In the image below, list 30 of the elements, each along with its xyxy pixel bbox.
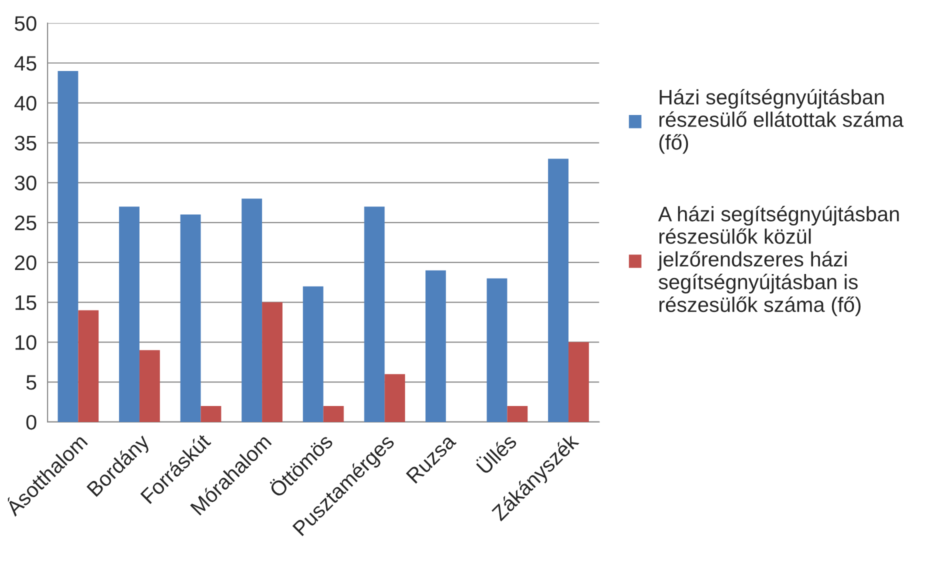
y-tick-label: 20 <box>15 255 36 270</box>
bar <box>78 310 99 422</box>
legend-label: A házi segítségnyújtásban részesülők közül jelzőrendszeres házi segítségnyújtásban is részesülők száma (fő) <box>658 206 899 316</box>
legend-label: Házi segítségnyújtásban részesülő ellátottak száma (fő) <box>659 88 904 154</box>
bar <box>323 406 344 422</box>
bar <box>425 270 446 422</box>
bar <box>119 206 140 422</box>
y-tick-label: 35 <box>14 136 36 151</box>
bar <box>568 342 589 422</box>
y-tick-label: 10 <box>16 335 36 350</box>
y-tick-label: 15 <box>16 296 36 310</box>
bar <box>262 302 282 422</box>
bar <box>180 214 201 422</box>
bar <box>486 278 508 422</box>
y-tick-label: 45 <box>14 56 36 71</box>
bar <box>507 406 528 422</box>
y-tick-label: 0 <box>26 414 36 430</box>
bar <box>242 198 262 422</box>
bar <box>364 206 385 422</box>
y-tick-label: 50 <box>14 16 36 31</box>
y-tick-label: 5 <box>26 375 36 390</box>
bar <box>200 406 222 422</box>
y-tick-label: 25 <box>15 216 36 230</box>
bar <box>139 350 160 422</box>
bar <box>548 158 568 422</box>
y-tick-label: 30 <box>14 176 36 190</box>
bar <box>302 286 324 422</box>
y-tick-label: 40 <box>14 96 36 111</box>
bar <box>58 70 78 422</box>
bar <box>384 374 406 422</box>
